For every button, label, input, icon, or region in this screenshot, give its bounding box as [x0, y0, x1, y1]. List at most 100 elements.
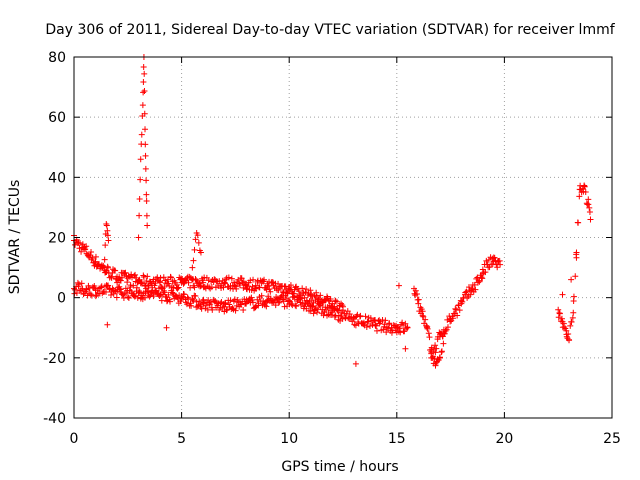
- upper-band-point: [240, 278, 247, 285]
- late-segment-point: [586, 208, 593, 215]
- chart-title: Day 306 of 2011, Sidereal Day-to-day VTE…: [45, 22, 615, 38]
- spike-near-1.5h-point: [103, 220, 110, 227]
- lower-band-point: [288, 300, 295, 307]
- lower-band-point: [258, 292, 265, 299]
- dip-point: [426, 334, 433, 341]
- rising-arc-point: [456, 307, 463, 314]
- spike-near-5.7h-point: [189, 264, 196, 271]
- rising-arc-point: [479, 275, 486, 282]
- upper-band-point: [88, 248, 95, 255]
- late-segment-point: [570, 293, 577, 300]
- spike-near-3h-point: [140, 79, 147, 86]
- lower-band-point: [263, 303, 270, 310]
- lower-band-point: [181, 291, 188, 298]
- upper-band-point: [92, 253, 99, 260]
- lower-band-point: [73, 289, 80, 296]
- upper-band-point: [130, 282, 137, 289]
- upper-band-point: [122, 269, 129, 276]
- lower-band-point: [292, 302, 299, 309]
- late-segment-point: [587, 216, 594, 223]
- lower-band-point: [373, 327, 380, 334]
- spike-near-3h-point: [143, 197, 150, 204]
- spike-near-1.5h-point: [101, 256, 108, 263]
- late-segment-point: [567, 322, 574, 329]
- lower-band-point: [209, 306, 216, 313]
- spike-near-1.5h-point: [105, 237, 112, 244]
- upper-band-point: [307, 287, 314, 294]
- upper-band-point: [332, 297, 339, 304]
- rising-arc-point: [452, 305, 459, 312]
- lower-band-point: [105, 282, 112, 289]
- lower-band-point: [299, 295, 306, 302]
- late-segment-point: [586, 204, 593, 211]
- spike-near-3h-point: [141, 110, 148, 117]
- upper-band-point: [222, 280, 229, 287]
- scattered-outliers-point: [568, 276, 575, 283]
- lower-band-point: [88, 292, 95, 299]
- upper-band-point: [144, 273, 151, 280]
- rising-arc-point: [463, 288, 470, 295]
- upper-band-point: [117, 277, 124, 284]
- y-tick-label: 0: [57, 291, 66, 307]
- lower-band-point: [334, 306, 341, 313]
- late-segment-point: [570, 309, 577, 316]
- late-segment-point: [565, 330, 572, 337]
- lower-band-point: [402, 320, 409, 327]
- upper-band-point: [197, 283, 204, 290]
- upper-band-point: [233, 285, 240, 292]
- lower-band-point: [227, 297, 234, 304]
- late-segment-point: [576, 193, 583, 200]
- rising-arc-point: [433, 345, 440, 352]
- lower-band-point: [136, 287, 143, 294]
- lower-band-point: [360, 319, 367, 326]
- lower-band-point: [331, 313, 338, 320]
- dip-point: [429, 349, 436, 356]
- y-tick-label: 60: [48, 110, 66, 126]
- upper-band-point: [287, 282, 294, 289]
- lower-band-point: [272, 302, 279, 309]
- upper-band-point: [185, 279, 192, 286]
- upper-band-point: [263, 286, 270, 293]
- upper-band-point: [299, 285, 306, 292]
- lower-band-point: [133, 284, 140, 291]
- lower-band-point: [309, 303, 316, 310]
- late-segment-point: [581, 183, 588, 190]
- lower-band-point: [283, 295, 290, 302]
- lower-band-point: [274, 295, 281, 302]
- upper-band-point: [241, 281, 248, 288]
- lower-band-point: [369, 321, 376, 328]
- late-segment-point: [569, 314, 576, 321]
- rising-arc-point: [462, 289, 469, 296]
- upper-band-point: [333, 298, 340, 305]
- spike-near-1.5h-point: [101, 264, 108, 271]
- upper-band-point: [78, 248, 85, 255]
- lower-band-point: [316, 301, 323, 308]
- spike-near-1.5h-point: [104, 232, 111, 239]
- upper-band-point: [339, 302, 346, 309]
- rising-arc-point: [454, 312, 461, 319]
- lower-band-point: [339, 315, 346, 322]
- rising-arc-point: [494, 264, 501, 271]
- scattered-outliers-point: [559, 291, 566, 298]
- lower-band-point: [222, 300, 229, 307]
- upper-band-point: [89, 255, 96, 262]
- upper-band-point: [338, 300, 345, 307]
- upper-band-point: [175, 284, 182, 291]
- lower-band-point: [399, 319, 406, 326]
- upper-band-point: [180, 280, 187, 287]
- upper-band-point: [275, 287, 282, 294]
- lower-band-point: [150, 293, 157, 300]
- rising-arc-point: [444, 324, 451, 331]
- lower-band-point: [404, 324, 411, 331]
- lower-band-point: [188, 302, 195, 309]
- lower-band-point: [366, 322, 373, 329]
- lower-band-point: [349, 318, 356, 325]
- upper-band-point: [317, 292, 324, 299]
- rising-arc-point: [482, 269, 489, 276]
- spike-near-3h-point: [140, 64, 147, 71]
- upper-band-point: [82, 246, 89, 253]
- rising-arc-point: [471, 281, 478, 288]
- upper-band-point: [160, 274, 167, 281]
- spike-near-3h-point: [143, 212, 150, 219]
